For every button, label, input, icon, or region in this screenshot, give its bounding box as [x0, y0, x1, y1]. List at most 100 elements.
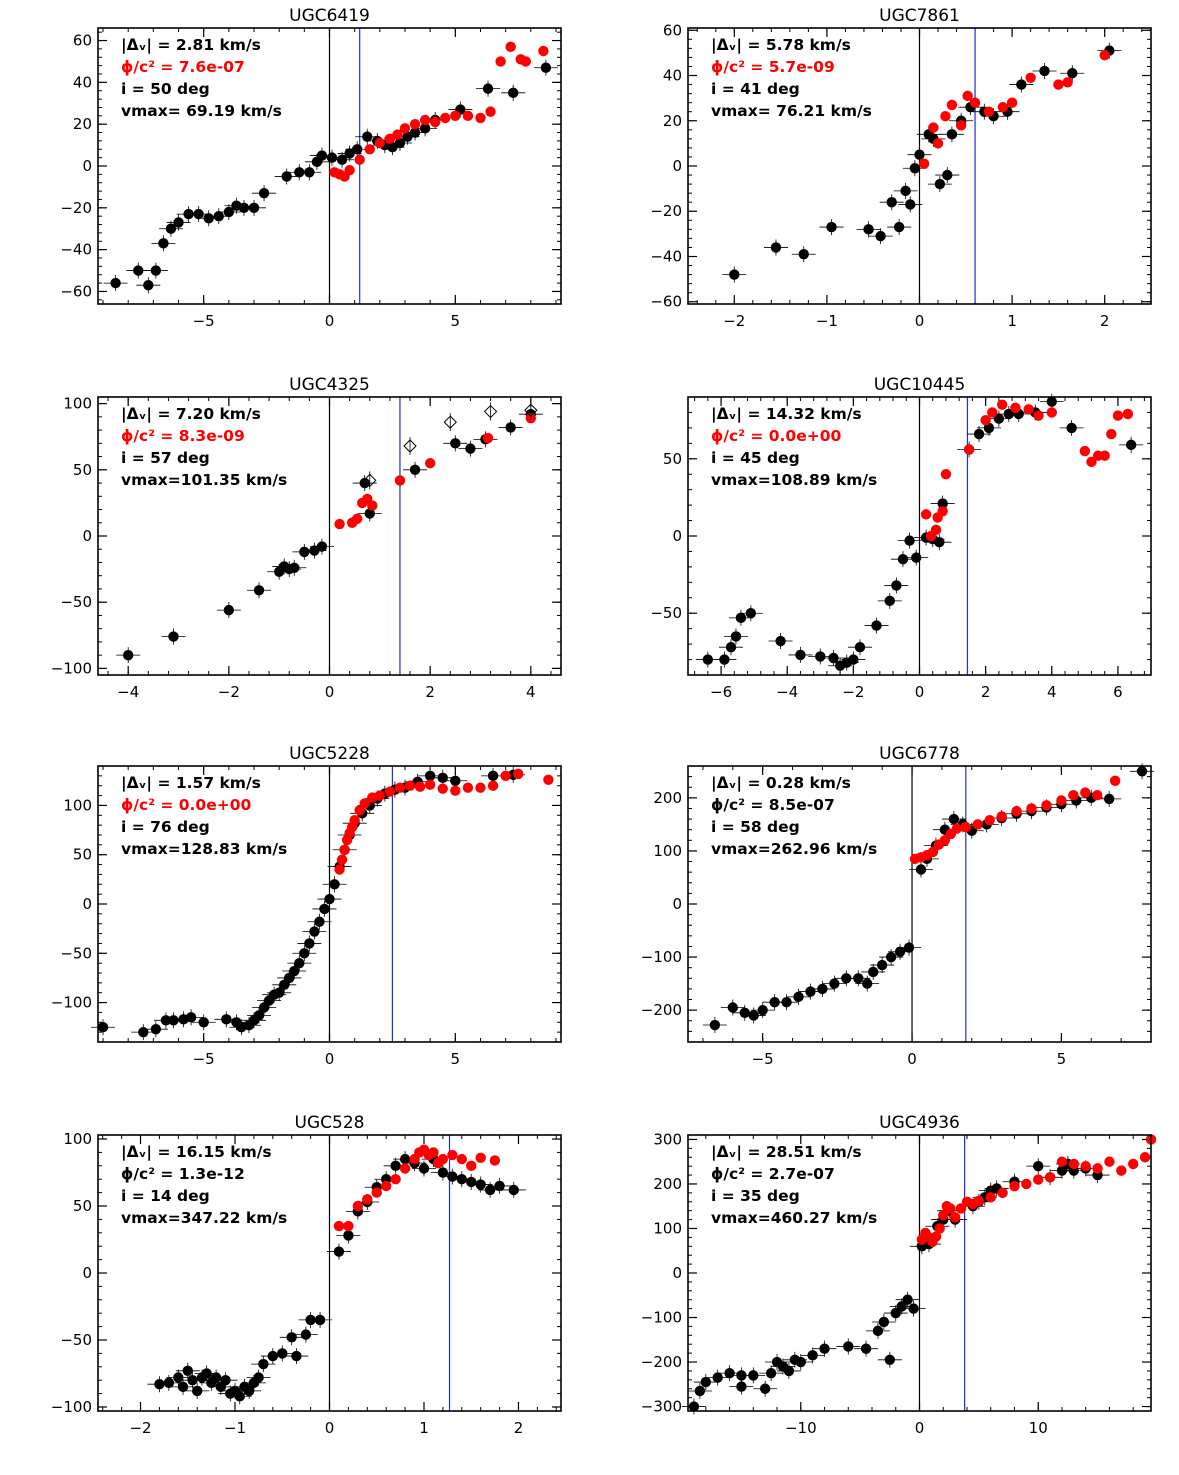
data-point: [946, 129, 958, 140]
data-point: [334, 518, 345, 530]
data-point: [253, 1010, 265, 1021]
data-point: [253, 585, 265, 596]
data-point: [1136, 766, 1148, 777]
data-point: [409, 118, 421, 130]
data-point: [727, 1002, 739, 1013]
data-point: [362, 131, 373, 142]
data-point: [371, 1187, 382, 1198]
data-point: [1122, 408, 1134, 420]
data-point: [900, 185, 911, 197]
data-point: [424, 779, 436, 790]
series-open: [363, 401, 538, 490]
annotation-vmax: vmax=460.27 km/s: [711, 1209, 877, 1227]
data-point: [309, 926, 320, 937]
y-tick-label: −200: [641, 1001, 682, 1019]
x-tick-label: 2: [981, 683, 991, 701]
series-red: [329, 41, 549, 182]
data-point: [1125, 439, 1137, 451]
data-point: [1106, 428, 1117, 440]
data-point: [333, 1246, 345, 1257]
x-tick-label: 2: [514, 1419, 524, 1437]
panel-1: UGC7861 −2 −1 0 1 2 −60 −40 −20 0 20 40 60 |Δᵥ| = 5.7…: [650, 6, 1152, 330]
data-point: [177, 1381, 189, 1393]
x-tick-label: −2: [842, 683, 864, 701]
data-point: [930, 524, 942, 536]
data-point: [424, 457, 436, 469]
data-point: [150, 1023, 162, 1035]
y-tick-label: 50: [663, 450, 682, 468]
data-point: [712, 1372, 723, 1383]
data-point: [930, 1231, 942, 1242]
data-point: [390, 1174, 401, 1185]
data-point: [948, 813, 960, 825]
y-tick-label: 100: [653, 842, 682, 860]
data-point: [394, 475, 406, 486]
data-point: [418, 1163, 430, 1174]
x-tick-label: 1: [419, 1419, 429, 1437]
data-point: [735, 612, 747, 624]
data-point: [273, 987, 285, 998]
data-point: [910, 552, 922, 563]
y-tick-label: −20: [60, 199, 92, 217]
x-tick-label: −2: [129, 1419, 151, 1437]
data-point: [863, 224, 874, 235]
data-point: [876, 959, 888, 971]
data-point: [1033, 1160, 1044, 1172]
chart-title: UGC4936: [879, 1113, 960, 1133]
data-point: [466, 1176, 477, 1188]
data-point: [983, 106, 995, 117]
data-point: [404, 780, 416, 791]
data-point: [854, 642, 866, 653]
series-red: [916, 1134, 1157, 1248]
annotation-vmax: vmax= 69.19 km/s: [121, 102, 282, 120]
data-point: [908, 1303, 919, 1314]
data-point: [210, 1372, 222, 1383]
annotation-vmax: vmax=128.83 km/s: [121, 840, 287, 858]
x-tick-label: −2: [218, 683, 240, 701]
data-point: [1026, 803, 1037, 814]
data-point: [688, 1401, 700, 1412]
data-point: [482, 432, 494, 444]
data-point: [329, 879, 340, 890]
data-point: [394, 137, 406, 149]
data-point: [969, 97, 981, 108]
data-point: [904, 535, 915, 546]
annotation-dv: |Δᵥ| = 28.51 km/s: [711, 1143, 862, 1162]
data-point: [437, 783, 448, 794]
data-point: [192, 1385, 203, 1397]
data-point: [897, 553, 909, 565]
data-point: [700, 1376, 712, 1388]
data-point: [937, 498, 948, 509]
data-point: [765, 1367, 777, 1379]
data-point: [243, 1385, 255, 1397]
data-point: [987, 407, 998, 418]
annotation-dv: |Δᵥ| = 2.81 km/s: [121, 36, 261, 55]
data-point: [805, 986, 816, 997]
data-point: [1066, 422, 1077, 434]
data-point: [168, 1015, 179, 1026]
y-tick-label: 0: [672, 1264, 682, 1282]
data-point: [300, 1329, 312, 1340]
data-point: [475, 1152, 486, 1163]
data-point: [973, 1195, 985, 1207]
data-point: [781, 996, 792, 1008]
data-point: [1053, 79, 1064, 90]
data-point: [538, 45, 549, 57]
data-point: [495, 56, 506, 67]
x-tick-label: 0: [325, 1419, 335, 1437]
data-point: [437, 1167, 449, 1178]
plot-frame: [687, 396, 1152, 676]
y-tick-label: 50: [73, 461, 92, 479]
data-point: [437, 1153, 449, 1165]
data-point: [1044, 1172, 1056, 1183]
y-tick-label: 100: [63, 395, 92, 413]
data-point: [890, 1307, 901, 1319]
data-point: [409, 464, 421, 476]
data-point: [1006, 97, 1018, 108]
y-tick-label: 50: [73, 846, 92, 864]
data-point: [736, 1381, 747, 1392]
data-point: [1056, 1156, 1068, 1167]
data-point: [938, 1209, 949, 1221]
annotation-inclination: i = 50 deg: [121, 80, 210, 98]
annotation-inclination: i = 45 deg: [711, 449, 800, 467]
